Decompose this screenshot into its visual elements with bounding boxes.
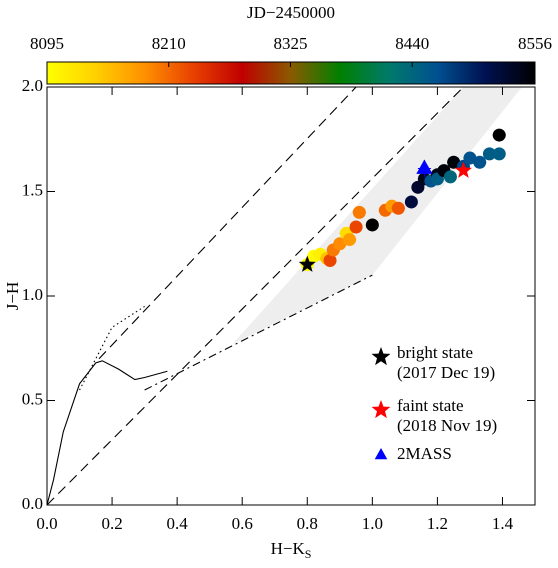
y-tick-label: 0.5	[22, 389, 43, 408]
marker	[298, 255, 316, 272]
point	[365, 218, 379, 232]
x-tick-label: 0.0	[36, 514, 57, 533]
curve	[98, 86, 357, 360]
point	[473, 155, 487, 169]
x-tick-label: 0.6	[232, 514, 253, 533]
marker	[454, 161, 472, 178]
curve	[46, 86, 464, 506]
colorbar-tick-label: 8440	[395, 34, 429, 53]
curve	[46, 360, 168, 506]
legend-label: (2017 Dec 19)	[397, 363, 495, 382]
colorbar-label: JD−2450000	[247, 3, 335, 22]
point	[404, 195, 418, 209]
point	[443, 170, 457, 184]
point	[447, 155, 461, 169]
colorbar-tick-label: 8556	[518, 34, 552, 53]
legend-label: faint state	[397, 396, 464, 415]
legend-label: bright state	[397, 343, 473, 362]
point	[343, 233, 357, 247]
colorbar-tick-label: 8325	[273, 34, 307, 53]
curve	[79, 305, 145, 391]
point	[463, 151, 477, 165]
point	[391, 201, 405, 215]
x-tick-label: 1.2	[427, 514, 448, 533]
colorbar	[46, 61, 536, 85]
y-axis-label: J−H	[3, 282, 22, 310]
marker	[416, 159, 433, 174]
x-tick-label: 0.8	[297, 514, 318, 533]
x-axis-label: H−KS	[271, 539, 312, 561]
legend-label: 2MASS	[397, 444, 452, 463]
point	[349, 220, 363, 234]
point	[482, 147, 496, 161]
y-tick-label: 1.0	[22, 285, 43, 304]
x-tick-label: 0.2	[101, 514, 122, 533]
x-tick-label: 1.0	[362, 514, 383, 533]
y-tick-label: 0.0	[22, 494, 43, 513]
point	[323, 253, 337, 267]
legend-symbol	[374, 448, 388, 460]
region	[232, 87, 522, 345]
colorbar-tick-label: 8095	[30, 34, 64, 53]
y-tick-label: 2.0	[22, 76, 43, 95]
legend-symbol	[371, 347, 391, 366]
y-tick-label: 1.5	[22, 180, 43, 199]
point	[492, 128, 506, 142]
colorbar-tick-label: 8210	[152, 34, 186, 53]
point	[492, 147, 506, 161]
legend-label: (2018 Nov 19)	[397, 416, 497, 435]
x-tick-label: 0.4	[167, 514, 189, 533]
legend-symbol	[371, 400, 391, 419]
x-tick-label: 1.4	[492, 514, 514, 533]
point	[333, 237, 347, 251]
point	[352, 205, 366, 219]
curve	[144, 274, 373, 391]
